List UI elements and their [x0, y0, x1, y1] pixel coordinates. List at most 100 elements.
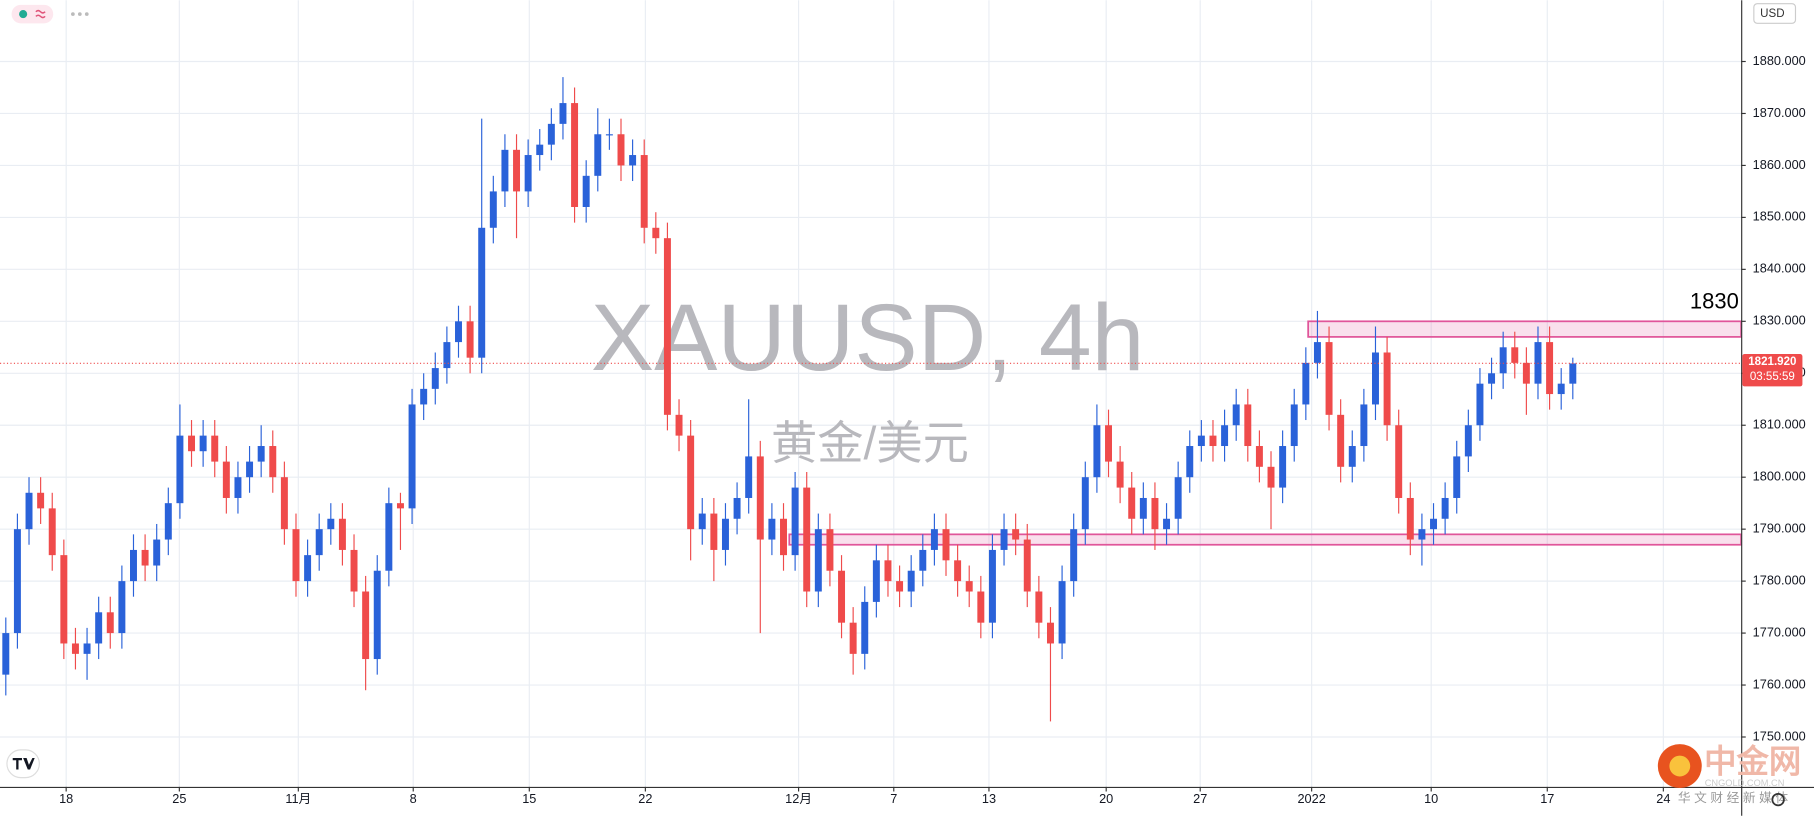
- candle-body: [431, 368, 439, 389]
- candle-body: [861, 601, 869, 654]
- candle-body: [954, 560, 962, 582]
- candle-body: [164, 503, 172, 540]
- candle-body: [153, 539, 161, 566]
- x-tick-label: 17: [1540, 791, 1554, 806]
- candle-body: [988, 549, 996, 623]
- x-tick-label: 10: [1424, 791, 1438, 806]
- status-icon: [35, 9, 46, 19]
- candle-body: [443, 342, 451, 369]
- candle-body: [176, 435, 184, 504]
- candle-body: [791, 487, 799, 556]
- x-tick-label: 15: [522, 791, 536, 806]
- candle-body: [1035, 591, 1043, 623]
- candle-body: [338, 518, 346, 550]
- candle-body: [1337, 414, 1345, 467]
- candle-body: [304, 555, 312, 582]
- candle-body: [1418, 529, 1426, 540]
- candle-body: [1046, 622, 1054, 644]
- candle-body: [594, 134, 602, 176]
- candle-body: [1290, 404, 1298, 447]
- annotation: 1830: [1690, 289, 1739, 314]
- candle-body: [1325, 342, 1333, 415]
- candle-body: [1395, 425, 1403, 498]
- candle-body: [721, 518, 729, 550]
- x-tick-label: 18: [59, 791, 73, 806]
- tv-logo[interactable]: [6, 749, 40, 779]
- candle-body: [780, 518, 787, 556]
- x-tick-label: 24: [1656, 791, 1670, 806]
- candle-body: [1116, 461, 1124, 488]
- menu-dots[interactable]: [71, 12, 89, 16]
- candle-body: [106, 612, 114, 634]
- candle-body: [1197, 435, 1205, 447]
- x-tick-label: 20: [1099, 791, 1113, 806]
- candle-body: [907, 570, 915, 592]
- candle-body: [1255, 446, 1263, 467]
- candle-body: [1557, 383, 1565, 395]
- candle-body: [13, 529, 21, 634]
- candle-body: [1476, 383, 1484, 426]
- y-tick-label: 1850.000: [1753, 209, 1806, 224]
- candle-body: [1139, 497, 1147, 519]
- currency-label: USD: [1760, 8, 1784, 20]
- candle-body: [48, 508, 56, 556]
- zone: [1307, 320, 1742, 338]
- candle-body: [663, 238, 671, 415]
- candle-body: [188, 435, 196, 452]
- candle-body: [385, 503, 393, 571]
- candle-body: [1105, 425, 1112, 462]
- candle-body: [1511, 347, 1519, 363]
- candle-body: [896, 581, 904, 592]
- candle-body: [257, 446, 265, 462]
- y-tick-label: 1830.000: [1753, 313, 1806, 328]
- tv-logo-mark: [12, 757, 35, 770]
- candle-body: [826, 529, 834, 571]
- candle-body: [1313, 342, 1321, 363]
- candle-body: [1058, 581, 1066, 644]
- candle-body: [849, 622, 857, 654]
- watermark-title: XAUUSD, 4h: [591, 285, 1145, 391]
- candle-body: [977, 591, 985, 623]
- candle-body: [396, 503, 404, 509]
- candle-body: [1371, 352, 1379, 405]
- y-tick-label: 1840.000: [1753, 261, 1806, 276]
- candle-body: [1430, 518, 1438, 530]
- y-tick-label: 1790.000: [1753, 521, 1806, 536]
- candle-body: [292, 529, 300, 582]
- watermark-subtitle: 黄金/美元: [771, 417, 969, 469]
- candle-body: [466, 321, 474, 358]
- status-badge[interactable]: [11, 4, 54, 24]
- candle-body: [327, 518, 335, 530]
- brand-name: 中金网: [1704, 743, 1801, 779]
- candle-body: [965, 581, 973, 592]
- candle-body: [95, 612, 103, 644]
- candle-body: [930, 529, 938, 550]
- x-tick-label: 13: [982, 791, 996, 806]
- x-tick-label: 7: [890, 791, 897, 806]
- candle-body: [37, 492, 45, 509]
- candle-body: [478, 227, 486, 358]
- settings-icon[interactable]: [1771, 792, 1785, 807]
- currency-button[interactable]: [1753, 3, 1797, 24]
- last-price-box: [1742, 354, 1803, 387]
- candle-body: [1093, 425, 1101, 478]
- plot: 1830: [0, 77, 1742, 722]
- y-tick-label: 1760.000: [1753, 676, 1806, 691]
- candle-body: [2, 633, 10, 675]
- candle-body: [1499, 347, 1507, 374]
- candle-body: [222, 461, 230, 498]
- candle-body: [1546, 342, 1554, 395]
- candle-body: [1569, 363, 1577, 384]
- candle-body: [745, 456, 753, 498]
- candle-body: [1232, 404, 1240, 426]
- candle-body: [710, 513, 718, 550]
- candle-body: [1522, 362, 1530, 384]
- candle-body: [1406, 497, 1414, 540]
- candle-body: [420, 388, 428, 405]
- candle-body: [814, 529, 822, 592]
- candle-body: [246, 461, 254, 478]
- candle-body: [130, 549, 137, 582]
- candle-body: [1186, 446, 1194, 478]
- candle-body: [1453, 456, 1461, 498]
